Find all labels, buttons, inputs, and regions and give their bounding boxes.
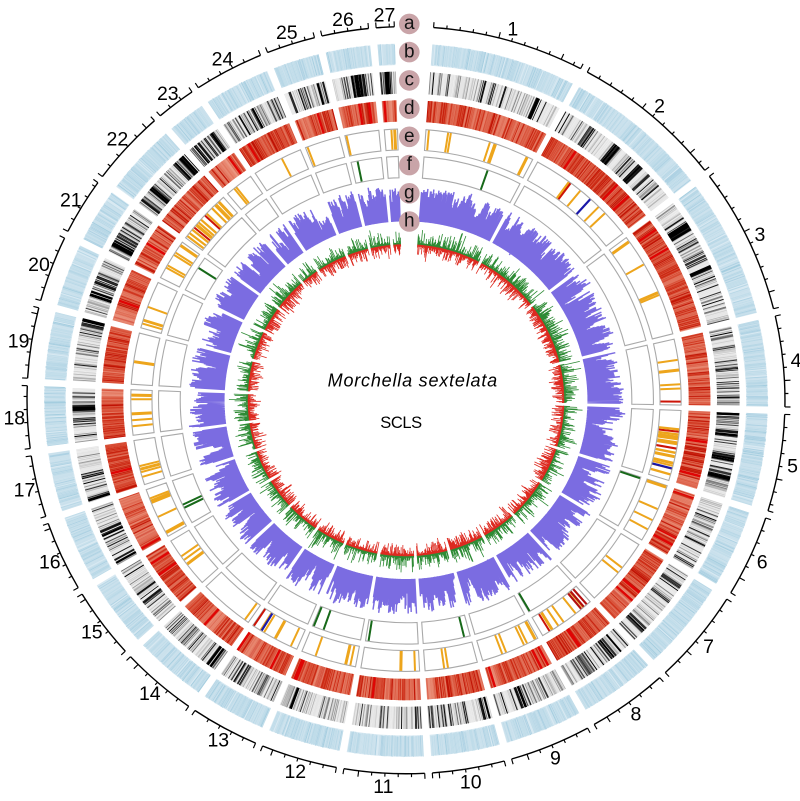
svg-text:h: h	[404, 211, 415, 232]
svg-text:a: a	[404, 13, 415, 34]
svg-text:9: 9	[550, 748, 561, 770]
svg-text:b: b	[404, 41, 415, 62]
svg-text:7: 7	[703, 636, 714, 658]
svg-text:5: 5	[787, 455, 798, 477]
svg-text:Morchella sextelata: Morchella sextelata	[328, 371, 498, 391]
svg-text:8: 8	[630, 703, 641, 725]
svg-text:e: e	[404, 126, 415, 147]
svg-text:19: 19	[8, 331, 30, 353]
svg-text:18: 18	[3, 408, 25, 430]
svg-text:1: 1	[507, 18, 518, 40]
svg-text:22: 22	[107, 129, 129, 151]
svg-text:23: 23	[157, 83, 179, 105]
svg-text:g: g	[404, 183, 415, 204]
svg-text:14: 14	[139, 683, 161, 705]
svg-text:15: 15	[81, 621, 103, 643]
svg-text:16: 16	[39, 552, 61, 574]
svg-text:12: 12	[284, 761, 306, 783]
svg-text:13: 13	[207, 730, 229, 752]
svg-text:f: f	[407, 154, 413, 175]
svg-text:SCLS: SCLS	[380, 414, 422, 432]
svg-text:21: 21	[60, 190, 82, 212]
svg-text:20: 20	[28, 254, 50, 276]
svg-text:10: 10	[460, 771, 482, 793]
svg-text:17: 17	[14, 479, 36, 501]
svg-text:24: 24	[212, 49, 234, 71]
svg-text:27: 27	[374, 4, 396, 26]
svg-text:c: c	[405, 70, 415, 91]
svg-text:4: 4	[791, 350, 800, 372]
svg-text:d: d	[404, 98, 415, 119]
svg-text:25: 25	[276, 22, 298, 44]
svg-text:6: 6	[757, 552, 768, 574]
svg-text:11: 11	[373, 776, 393, 798]
svg-text:3: 3	[754, 224, 765, 246]
svg-text:26: 26	[332, 9, 354, 31]
svg-text:2: 2	[654, 96, 665, 118]
